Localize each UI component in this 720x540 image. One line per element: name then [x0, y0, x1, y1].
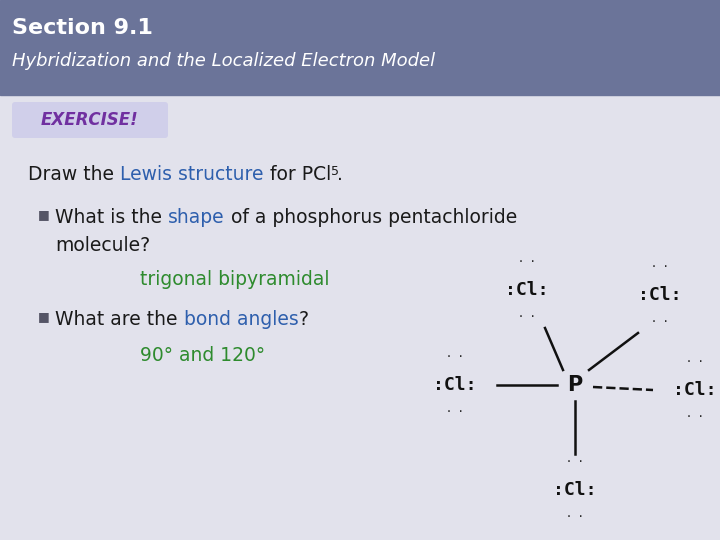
Text: What is the: What is the	[55, 208, 168, 227]
Text: · ·: · ·	[686, 357, 704, 367]
Text: EXERCISE!: EXERCISE!	[41, 111, 139, 129]
Text: :Cl:: :Cl:	[638, 286, 682, 304]
Text: · ·: · ·	[518, 257, 536, 267]
Text: · ·: · ·	[446, 407, 464, 417]
Text: P: P	[567, 375, 582, 395]
Text: bond angles: bond angles	[184, 310, 298, 329]
Text: · ·: · ·	[651, 262, 669, 272]
Text: 90° and 120°: 90° and 120°	[140, 346, 265, 365]
Text: What are the: What are the	[55, 310, 184, 329]
Text: molecule?: molecule?	[55, 236, 150, 255]
Text: · ·: · ·	[518, 312, 536, 322]
Text: Draw the: Draw the	[28, 165, 120, 184]
Text: :Cl:: :Cl:	[673, 381, 716, 399]
Text: · ·: · ·	[446, 352, 464, 362]
Text: · ·: · ·	[566, 457, 584, 467]
Text: :Cl:: :Cl:	[433, 376, 477, 394]
Text: :Cl:: :Cl:	[505, 281, 549, 299]
Text: of a phosphorus pentachloride: of a phosphorus pentachloride	[225, 208, 517, 227]
Text: ■: ■	[38, 310, 50, 323]
Text: Section 9.1: Section 9.1	[12, 18, 153, 38]
Text: for PCl: for PCl	[264, 165, 330, 184]
Text: · ·: · ·	[566, 512, 584, 522]
Text: · ·: · ·	[686, 412, 704, 422]
Text: 5: 5	[330, 165, 338, 178]
Text: ■: ■	[38, 208, 50, 221]
Text: Lewis structure: Lewis structure	[120, 165, 264, 184]
Text: .: .	[337, 165, 343, 184]
Text: shape: shape	[168, 208, 225, 227]
Text: trigonal bipyramidal: trigonal bipyramidal	[140, 270, 330, 289]
Text: ?: ?	[298, 310, 308, 329]
Text: :Cl:: :Cl:	[553, 481, 597, 499]
Bar	[0, 0, 720, 94]
Text: · ·: · ·	[651, 317, 669, 327]
Text: Hybridization and the Localized Electron Model: Hybridization and the Localized Electron…	[12, 52, 435, 70]
FancyBboxPatch shape	[12, 102, 168, 138]
